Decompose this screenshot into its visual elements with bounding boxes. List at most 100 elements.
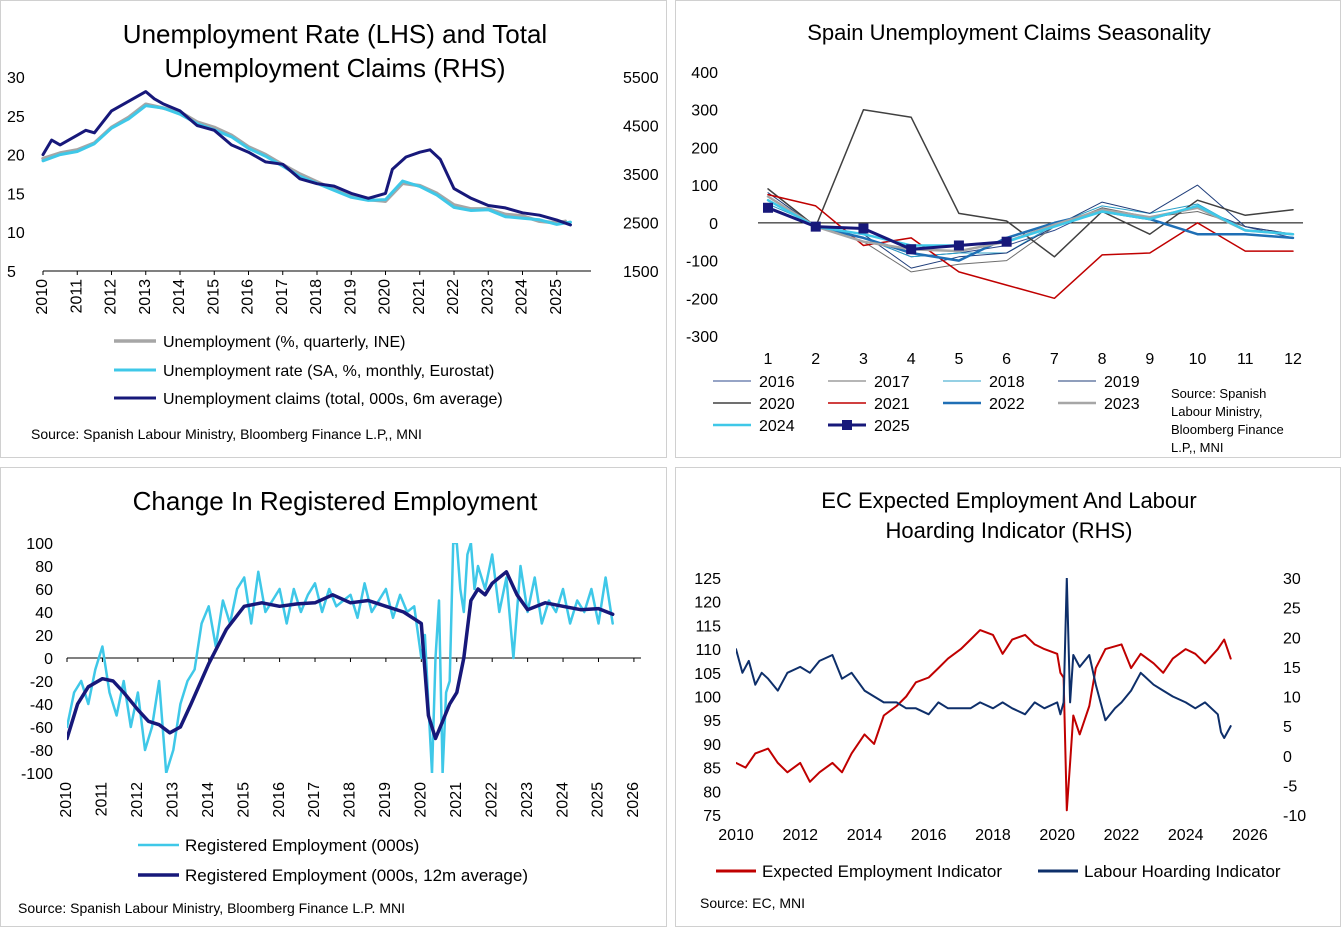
legend-label: 2021	[874, 396, 910, 413]
x-tick-label: 2026	[625, 782, 642, 818]
x-tick-label: 2018	[342, 782, 359, 818]
legend-label: Unemployment rate (SA, %, monthly, Euros…	[163, 363, 494, 380]
x-tick-label: 2024	[514, 279, 531, 315]
x-tick-label: 2018	[308, 279, 325, 315]
chart-title: Hoarding Indicator (RHS)	[886, 518, 1133, 543]
y-tick-label-left: 80	[703, 784, 721, 801]
claims-seasonality-chart: Spain Unemployment Claims Seasonality 1 2 3…	[675, 0, 1341, 458]
y-tick-label-left: 120	[694, 595, 721, 612]
series-line-1	[67, 570, 615, 741]
y-tick-label-left: 5	[7, 264, 16, 281]
x-tick-label: 2010	[34, 279, 51, 315]
y-tick-label: 0	[44, 651, 53, 668]
y-tick-label: 80	[35, 559, 53, 576]
x-tick-label: 2017	[274, 279, 291, 315]
x-tick-label: 2012	[103, 279, 120, 315]
series-line-2020	[767, 108, 1294, 258]
source-note: Source: Spanish Labour Ministry, Bloombe…	[31, 426, 422, 442]
x-tick-label: 6	[1002, 351, 1011, 368]
series-line-2024	[766, 198, 1295, 247]
legend-label: Expected Employment Indicator	[762, 862, 1002, 881]
series-marker-2025	[906, 244, 917, 255]
series-line-1	[736, 578, 1232, 739]
y-tick-label: 40	[35, 605, 53, 622]
y-tick-label-left: 15	[7, 186, 25, 203]
legend-label: 2025	[874, 418, 910, 435]
x-tick-label: 2016	[240, 279, 257, 315]
chart-title: Unemployment Rate (LHS) and Total	[123, 19, 547, 49]
x-tick-label: 2017	[306, 782, 323, 818]
source-note: Labour Ministry,	[1171, 404, 1263, 419]
series-marker-2025	[858, 223, 869, 234]
x-tick-label: 2024	[554, 782, 571, 818]
series-line-2	[41, 90, 572, 227]
y-tick-label-left: 105	[694, 666, 721, 683]
x-tick-label: 2015	[235, 782, 252, 818]
chart-title: Change In Registered Employment	[133, 486, 538, 516]
legend-label: Registered Employment (000s, 12m average…	[185, 866, 528, 885]
y-tick-label-left: 25	[7, 109, 25, 126]
x-tick-label: 2026	[1232, 827, 1268, 844]
series-line-0	[736, 629, 1232, 812]
x-tick-label: 2018	[975, 827, 1011, 844]
y-tick-label-left: 75	[703, 808, 721, 825]
y-tick-label: -80	[30, 743, 53, 760]
x-tick-label: 2022	[483, 782, 500, 818]
x-tick-label: 3	[859, 351, 868, 368]
y-tick-label-right: 2500	[623, 216, 659, 233]
source-note: Bloomberg Finance	[1171, 422, 1284, 437]
x-tick-label: 2010	[718, 827, 754, 844]
y-tick-label: 20	[35, 628, 53, 645]
x-tick-label: 9	[1145, 351, 1154, 368]
y-tick-label: 200	[691, 140, 718, 157]
y-tick-label: -100	[21, 766, 53, 783]
y-tick-label: 60	[35, 582, 53, 599]
series-line-2023	[766, 195, 1295, 253]
x-tick-label: 2011	[68, 279, 85, 314]
legend-label: 2023	[1104, 396, 1140, 413]
y-tick-label-left: 20	[7, 148, 25, 165]
chart-title: Spain Unemployment Claims Seasonality	[807, 20, 1211, 45]
legend-label: 2017	[874, 374, 910, 391]
x-tick-label: 2016	[911, 827, 947, 844]
x-tick-label: 11	[1237, 351, 1254, 368]
registered-employment-svg: Change In Registered Employment 2010 2011 2…	[18, 486, 642, 916]
series-marker-2025	[763, 202, 773, 213]
y-tick-label: -300	[686, 329, 718, 346]
x-tick-label: 2014	[200, 782, 217, 818]
x-tick-label: 5	[954, 351, 963, 368]
y-tick-label-left: 110	[695, 642, 721, 659]
y-tick-label: -200	[686, 291, 718, 308]
legend-label: 2018	[989, 374, 1025, 391]
source-note: L.P,, MNI	[1171, 440, 1224, 455]
x-tick-label: 2019	[377, 782, 394, 818]
y-tick-label-right: 4500	[623, 119, 659, 136]
series-line-0	[67, 543, 614, 773]
y-tick-label-right: -10	[1283, 808, 1306, 825]
y-tick-label-right: 10	[1283, 690, 1301, 707]
source-note: Source: EC, MNI	[700, 895, 805, 911]
source-note: Source: Spanish Labour Ministry, Bloombe…	[18, 900, 405, 916]
y-tick-label-left: 30	[7, 70, 25, 87]
x-tick-label: 2014	[171, 279, 188, 315]
y-tick-label: -100	[686, 254, 718, 271]
x-tick-label: 2025	[590, 782, 607, 818]
y-tick-label: 300	[691, 103, 718, 120]
y-tick-label-right: 30	[1283, 571, 1301, 588]
y-tick-label-left: 125	[694, 571, 721, 588]
plot-area	[67, 543, 615, 773]
legend-label: Unemployment claims (total, 000s, 6m ave…	[163, 391, 503, 408]
expected-employment-hoarding-svg: EC Expected Employment And Labour Hoardin…	[694, 488, 1306, 911]
legend-marker	[842, 420, 852, 430]
x-tick-label: 2020	[377, 279, 394, 315]
y-tick-label-right: 20	[1283, 630, 1301, 647]
y-tick-label: 400	[691, 65, 718, 82]
y-tick-label: 0	[709, 216, 718, 233]
y-tick-label-left: 100	[694, 690, 721, 707]
x-tick-label: 8	[1098, 351, 1107, 368]
x-tick-label: 2019	[342, 279, 359, 315]
x-tick-label: 2023	[479, 279, 496, 315]
y-tick-label: 100	[691, 178, 718, 195]
y-tick-label-left: 85	[703, 761, 721, 778]
